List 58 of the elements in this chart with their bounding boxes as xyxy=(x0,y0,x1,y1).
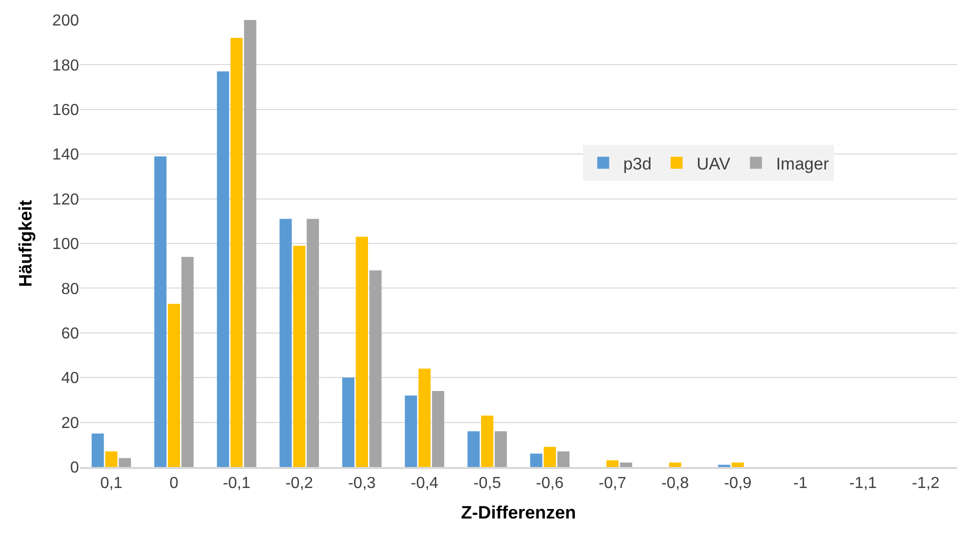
bar xyxy=(181,256,194,467)
legend-label: UAV xyxy=(696,154,731,174)
bar xyxy=(669,462,682,467)
bar xyxy=(154,156,166,467)
y-tick-label: 200 xyxy=(52,12,80,30)
x-axis-title: Z-Differenzen xyxy=(460,502,576,523)
x-tick-label: -0,7 xyxy=(598,474,626,492)
y-tick-label: 140 xyxy=(52,146,80,164)
bar xyxy=(230,38,243,467)
bar xyxy=(216,71,230,467)
x-tick-label: -0,4 xyxy=(410,474,438,492)
bar xyxy=(280,218,292,467)
bar xyxy=(418,368,431,467)
y-tick-label: 80 xyxy=(61,280,80,298)
bar xyxy=(494,431,507,467)
bar xyxy=(432,391,444,467)
bar xyxy=(168,304,180,467)
bar xyxy=(481,416,494,467)
bar xyxy=(306,218,319,467)
x-tick-label: -0,8 xyxy=(661,474,689,492)
y-tick-label: 180 xyxy=(52,57,80,74)
bar xyxy=(105,451,118,467)
bar xyxy=(468,431,480,467)
x-tick-label: 0 xyxy=(170,474,179,492)
bar xyxy=(293,246,306,467)
x-tick-label: -1,1 xyxy=(849,474,877,492)
x-tick-label: -0,6 xyxy=(536,474,564,492)
bar xyxy=(732,462,744,467)
bar xyxy=(530,454,542,467)
bar xyxy=(557,451,570,467)
y-tick-label: 0 xyxy=(70,460,80,477)
x-tick-label: -0,1 xyxy=(222,474,250,492)
y-tick-label: 100 xyxy=(52,236,80,254)
y-tick-label: 40 xyxy=(61,370,80,388)
y-axis-title: Häufigkeit xyxy=(15,200,36,288)
legend-label: p3d xyxy=(623,154,652,174)
bar xyxy=(92,433,104,467)
x-tick-label: 0,1 xyxy=(100,474,123,492)
y-tick-label: 160 xyxy=(52,102,80,119)
legend-label: Imager xyxy=(776,154,830,174)
bar xyxy=(369,270,382,467)
bar xyxy=(118,458,131,467)
bar xyxy=(244,20,256,467)
bar xyxy=(544,446,556,467)
y-tick-label: 120 xyxy=(52,191,80,208)
y-tick-label: 60 xyxy=(61,326,80,342)
bar xyxy=(620,462,632,467)
bar xyxy=(606,460,619,467)
x-tick-label: -0,5 xyxy=(473,474,502,492)
x-tick-label: -0,2 xyxy=(285,474,314,492)
x-tick-label: -0,9 xyxy=(724,474,752,492)
x-tick-label: -1,2 xyxy=(912,474,940,492)
y-tick-label: 20 xyxy=(61,414,80,432)
x-tick-label: -1 xyxy=(793,474,808,492)
bar xyxy=(356,236,368,467)
x-tick-label: -0,3 xyxy=(348,474,376,492)
bar xyxy=(404,395,418,467)
bar xyxy=(342,378,354,467)
